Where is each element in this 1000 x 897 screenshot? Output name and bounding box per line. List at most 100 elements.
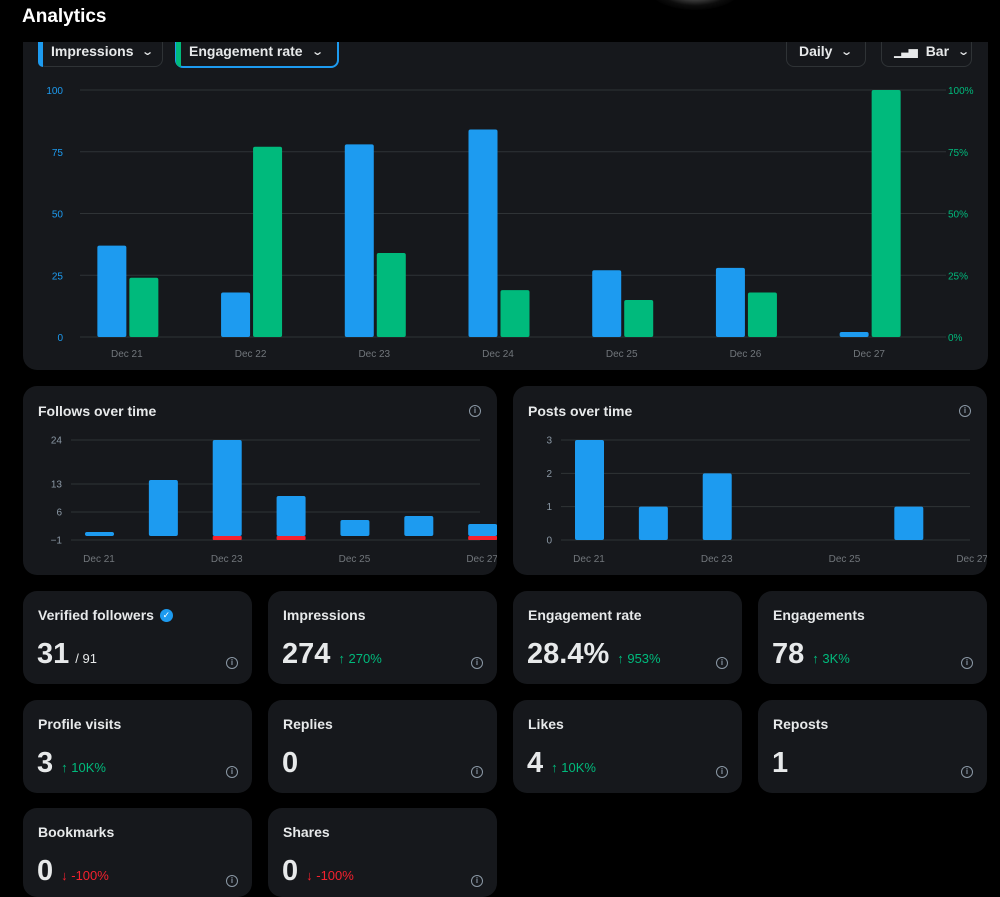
stat-value: 31 [37, 638, 70, 670]
x-tick-label: Dec 25 [339, 554, 371, 565]
stat-total: / 91 [75, 651, 97, 666]
stat-card: Replies 0 i [268, 700, 497, 793]
stat-value-row: 0 ↓ -100% [37, 855, 109, 888]
stat-value: 0 [37, 855, 54, 887]
stat-label-text: Engagement rate [528, 607, 642, 623]
x-tick-label: Dec 23 [358, 349, 390, 360]
x-tick-label: Dec 27 [853, 349, 885, 360]
engagement-rate-bar [129, 277, 159, 337]
chevron-down-icon: ⌄ [310, 45, 324, 58]
stat-label-text: Bookmarks [38, 824, 115, 840]
engagement-rate-bar [376, 253, 406, 337]
y-left-tick-label: 100 [46, 86, 63, 97]
impressions-swatch [38, 35, 43, 67]
posts-or-follows-bar [702, 473, 732, 540]
x-tick-label: Dec 21 [83, 554, 115, 565]
impressions-bar [221, 292, 251, 337]
y-right-tick-label: 50% [948, 210, 968, 221]
stat-value-row: 28.4% ↑ 953% [527, 638, 661, 671]
stat-label-text: Shares [283, 824, 330, 840]
impressions-engagement-chart: 100 100% 75 75% 50 50% 25 25% 0 0% Dec 21 Dec 22 Dec… [46, 86, 974, 360]
stat-value: 3 [37, 747, 54, 779]
y-right-tick-label: 0% [948, 333, 963, 344]
stat-value: 28.4% [527, 638, 610, 670]
y-left-tick-label: 75 [52, 148, 64, 159]
stat-value-row: 4 ↑ 10K% [527, 747, 596, 780]
stat-delta: ↓ -100% [61, 868, 109, 883]
x-tick-label: Dec 27 [466, 554, 497, 565]
stat-card: Engagement rate 28.4% ↑ 953% i [513, 591, 742, 684]
y-right-tick-label: 100% [948, 86, 974, 97]
x-tick-label: Dec 25 [606, 349, 638, 360]
stat-label-text: Verified followers [38, 607, 154, 623]
x-tick-label: Dec 22 [235, 349, 267, 360]
stat-label-text: Profile visits [38, 716, 122, 732]
unfollows-bar [212, 536, 242, 540]
stat-card: Engagements 78 ↑ 3K% i [758, 591, 987, 684]
info-icon[interactable]: i [471, 766, 483, 778]
stat-value: 1 [772, 747, 789, 779]
stat-label-text: Engagements [773, 607, 865, 623]
bar-chart-icon: ▁▃▅ [894, 44, 918, 58]
stat-value-row: 78 ↑ 3K% [772, 638, 850, 671]
stat-value: 0 [282, 747, 299, 779]
info-icon[interactable]: i [226, 657, 238, 669]
stat-card: Likes 4 ↑ 10K% i [513, 700, 742, 793]
y-tick-label: 2 [546, 469, 552, 480]
stat-delta: ↑ 3K% [812, 651, 850, 666]
follows-title: Follows over time [38, 403, 157, 419]
info-icon[interactable]: i [959, 405, 971, 417]
engagement-rate-bar [747, 292, 777, 337]
info-icon[interactable]: i [961, 657, 973, 669]
info-icon[interactable]: i [716, 657, 728, 669]
stat-label-text: Replies [283, 716, 333, 732]
info-icon[interactable]: i [226, 766, 238, 778]
stat-value: 274 [282, 638, 331, 670]
stat-label: Engagements [773, 607, 865, 623]
x-tick-label: Dec 21 [573, 554, 605, 565]
chevron-down-icon: ⌄ [840, 45, 854, 58]
info-icon[interactable]: i [471, 875, 483, 887]
chevron-down-icon: ⌄ [957, 45, 971, 58]
posts-title: Posts over time [528, 403, 633, 419]
y-tick-label: 24 [51, 436, 63, 447]
unfollows-bar [276, 536, 306, 540]
info-icon[interactable]: i [471, 657, 483, 669]
stat-value: 78 [772, 638, 805, 670]
posts-or-follows-bar [212, 440, 242, 536]
posts-or-follows-bar [894, 506, 924, 540]
stat-delta: ↑ 270% [338, 651, 382, 666]
posts-card: Posts over time i 3 2 1 0 Dec 21 Dec 23 Dec 25… [513, 386, 987, 575]
engagement-swatch [176, 35, 181, 67]
engagement-rate-bar [624, 299, 654, 337]
stat-value-row: 274 ↑ 270% [282, 638, 382, 671]
y-tick-label: 1 [546, 502, 552, 513]
stat-label-text: Impressions [283, 607, 366, 623]
info-icon[interactable]: i [961, 766, 973, 778]
info-icon[interactable]: i [716, 766, 728, 778]
y-left-tick-label: 25 [52, 271, 64, 282]
stat-delta: ↑ 953% [617, 651, 661, 666]
verified-badge-icon: ✓ [159, 608, 173, 622]
y-tick-label: 0 [546, 536, 552, 547]
engagement-rate-bar [871, 90, 901, 337]
x-tick-label: Dec 23 [211, 554, 243, 565]
stat-label: Replies [283, 716, 333, 732]
stat-value-row: 0 [282, 747, 298, 780]
posts-or-follows-bar [148, 480, 178, 536]
stat-label: Bookmarks [38, 824, 114, 840]
stat-card: Impressions 274 ↑ 270% i [268, 591, 497, 684]
info-icon[interactable]: i [226, 875, 238, 887]
unfollows-bar [468, 536, 497, 540]
stat-value-row: 1 [772, 747, 788, 780]
impressions-bar [839, 332, 869, 337]
posts-or-follows-bar [404, 516, 434, 536]
page-title: Analytics [22, 6, 107, 27]
background-glow [650, 0, 740, 10]
info-icon[interactable]: i [469, 405, 481, 417]
stat-label: Verified followers ✓ [38, 607, 173, 623]
x-tick-label: Dec 27 [956, 554, 987, 565]
impressions-bar [97, 245, 127, 337]
main-chart-card: Impressions ⌄ Engagement rate ⌄ Daily ⌄ … [23, 10, 988, 370]
posts-or-follows-bar [468, 524, 497, 536]
